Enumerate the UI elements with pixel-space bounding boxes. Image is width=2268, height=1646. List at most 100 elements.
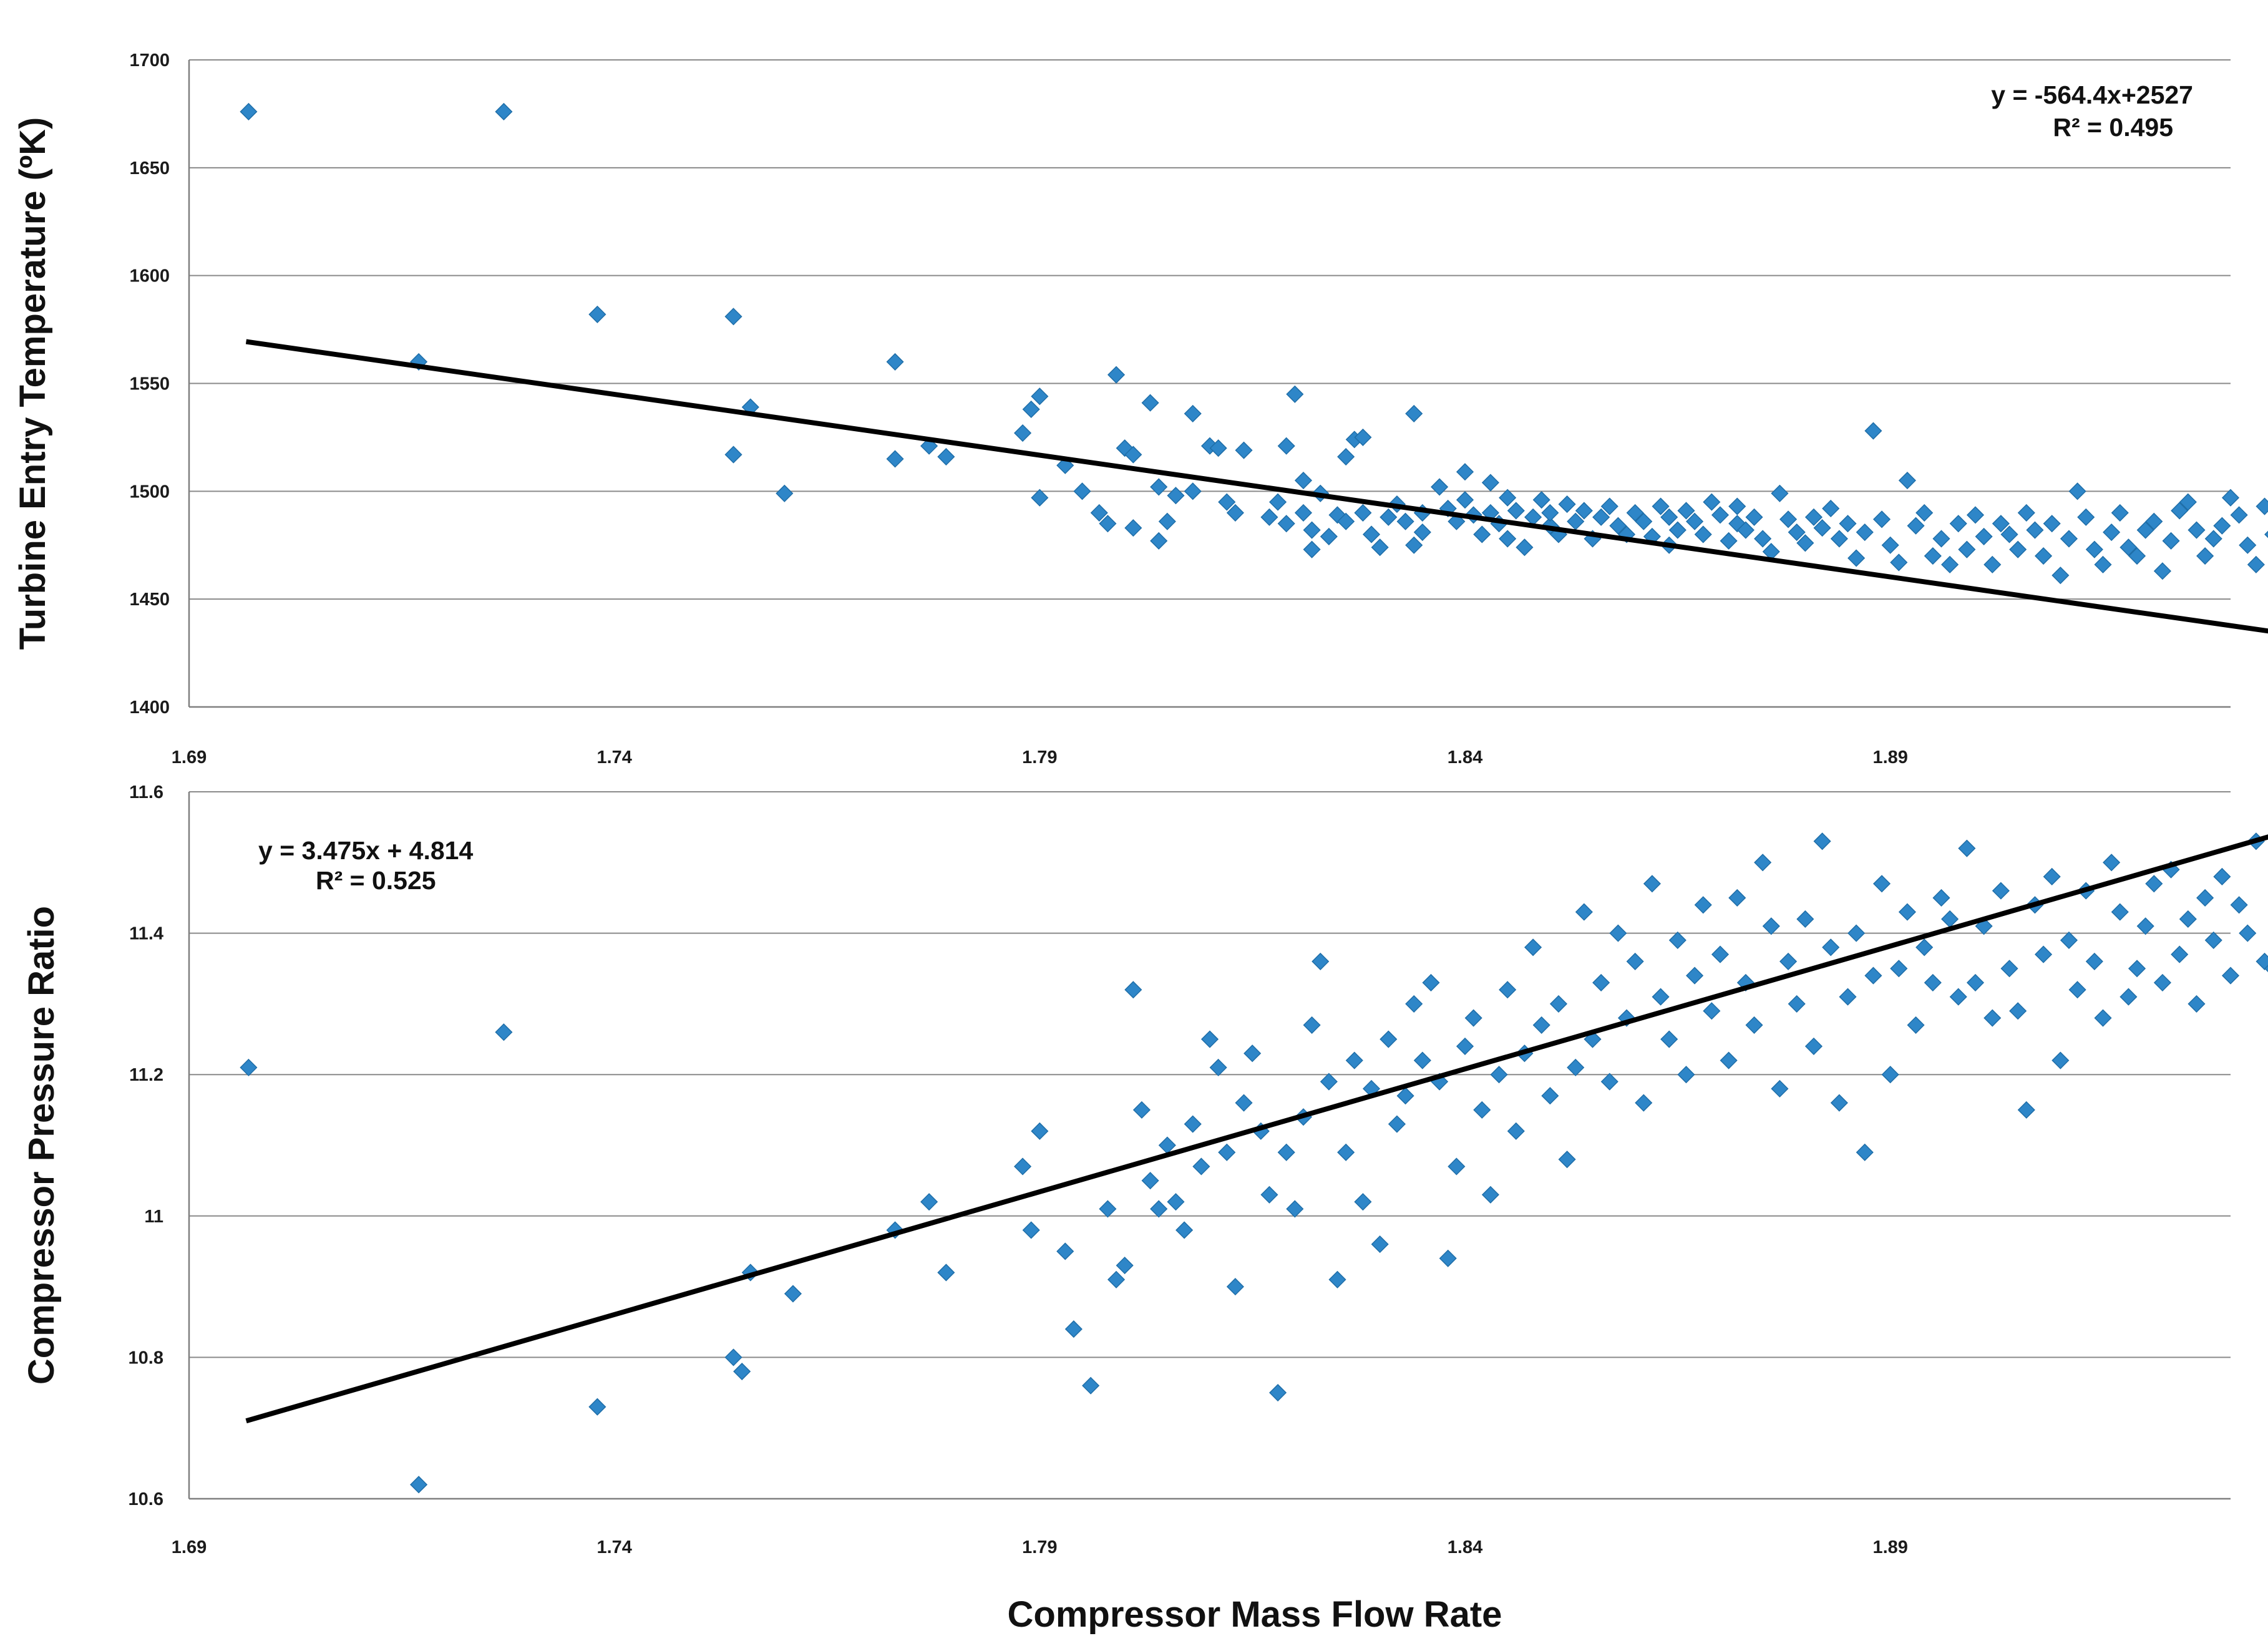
bottom-data-point (2094, 1009, 2112, 1027)
bottom-data-point (410, 1476, 428, 1494)
top-data-point (1728, 497, 1746, 515)
top-data-point (2128, 547, 2146, 565)
bottom-data-point (1014, 1157, 1032, 1176)
top-data-point (1150, 478, 1168, 496)
bottom-data-points (240, 832, 2268, 1494)
top-x-tick-label-0: 1.69 (172, 748, 207, 767)
top-data-point (2000, 525, 2018, 543)
bottom-data-point (1345, 1051, 1363, 1069)
bottom-data-point (1983, 1009, 2002, 1027)
top-data-point (1992, 515, 2010, 533)
top-data-point (1150, 532, 1168, 550)
top-data-point (1031, 387, 1049, 406)
bottom-data-point (784, 1285, 802, 1303)
top-data-point (1073, 482, 1091, 500)
top-data-point (1022, 400, 1040, 419)
top-data-point (1116, 439, 1134, 457)
bottom-data-point (2103, 854, 2121, 872)
bottom-data-point (1481, 1186, 1499, 1204)
top-data-point (1286, 385, 1304, 403)
top-data-point (1014, 424, 1032, 442)
top-panel: 1400 1450 1500 1550 1600 1650 1700 1.69 1.74 1.7… (12, 51, 2268, 767)
bottom-data-point (1532, 1016, 1550, 1034)
bottom-data-point (1992, 882, 2010, 900)
top-data-point (2239, 536, 2257, 554)
top-data-point (1218, 493, 1236, 511)
top-data-point (1966, 506, 1985, 524)
top-x-tick-label-2: 1.79 (1022, 748, 1057, 767)
top-data-point (2230, 506, 2248, 524)
bottom-y-tick-label-2: 11 (144, 1207, 163, 1227)
bottom-data-point (1635, 1094, 1653, 1112)
bottom-data-point (1277, 1143, 1295, 1161)
top-data-point (240, 102, 258, 121)
top-y-tick-label-2: 1500 (129, 482, 170, 502)
bottom-y-tick-label-4: 11.4 (129, 924, 163, 944)
bottom-data-point (1490, 1066, 1508, 1084)
top-data-point (2111, 504, 2129, 522)
top-data-point (2221, 489, 2240, 507)
top-data-point (1031, 489, 1049, 507)
bottom-data-point (495, 1023, 513, 1041)
top-data-point (1124, 446, 1142, 464)
bottom-x-tick-label-1: 1.74 (596, 1537, 631, 1557)
top-data-point (1303, 521, 1321, 539)
top-data-point (1703, 493, 1721, 511)
top-r2-label: R² = 0.495 (2053, 113, 2173, 142)
bottom-y-tick-label-1: 10.8 (129, 1348, 163, 1368)
bottom-data-point (2120, 988, 2138, 1006)
bottom-data-point (1473, 1101, 1491, 1119)
bottom-data-point (1915, 938, 1934, 957)
bottom-data-point (1856, 1143, 1874, 1161)
bottom-data-point (1371, 1235, 1389, 1254)
top-data-point (1592, 508, 1610, 526)
top-data-point (2051, 567, 2070, 585)
top-data-point (1380, 508, 1398, 526)
bottom-data-point (1099, 1200, 1117, 1218)
bottom-data-point (1413, 1051, 1431, 1069)
top-data-point (1600, 497, 1618, 515)
bottom-x-tick-label-4: 1.89 (1872, 1537, 1907, 1557)
top-data-point (724, 446, 742, 464)
bottom-data-point (2196, 889, 2214, 907)
bottom-data-point (1167, 1193, 1185, 1211)
top-data-point (1915, 504, 1934, 522)
top-data-point (1158, 512, 1176, 530)
top-data-point (1294, 504, 1313, 522)
top-data-point (1728, 515, 1746, 533)
top-data-point (1184, 482, 1202, 500)
bottom-data-point (1600, 1073, 1618, 1091)
top-data-point (1890, 553, 1908, 572)
top-data-point (2085, 540, 2103, 558)
bottom-data-point (1396, 1087, 1414, 1105)
top-data-point (2213, 517, 2231, 535)
top-data-point (1847, 549, 1866, 567)
top-data-point (2162, 532, 2180, 550)
top-data-point (1473, 525, 1491, 543)
top-data-point (1167, 487, 1185, 505)
bottom-data-point (1524, 938, 1542, 957)
bottom-data-point (1328, 1270, 1346, 1288)
bottom-data-point (1694, 896, 1712, 914)
top-y-tick-label-5: 1650 (129, 158, 170, 178)
bottom-data-point (2136, 917, 2154, 935)
top-data-point (495, 102, 513, 121)
top-data-point (1736, 521, 1755, 539)
top-data-point (1209, 439, 1227, 457)
bottom-data-point (1380, 1030, 1398, 1048)
top-data-point (2136, 521, 2154, 539)
top-data-point (2060, 530, 2078, 548)
bottom-data-point (1354, 1193, 1372, 1211)
top-data-point (588, 305, 606, 323)
bottom-data-point (1881, 1066, 1899, 1084)
top-data-point (1720, 532, 1738, 550)
top-y-tick-label-4: 1600 (129, 266, 170, 286)
bottom-x-tick-label-0: 1.69 (172, 1537, 207, 1557)
top-data-point (1711, 506, 1730, 524)
bottom-data-point (2256, 952, 2268, 970)
top-data-point (1371, 538, 1389, 557)
top-y-tick-label-0: 1400 (129, 698, 170, 718)
bottom-data-point (1031, 1122, 1049, 1140)
bottom-data-point (1830, 1094, 1848, 1112)
bottom-data-point (1064, 1320, 1083, 1338)
